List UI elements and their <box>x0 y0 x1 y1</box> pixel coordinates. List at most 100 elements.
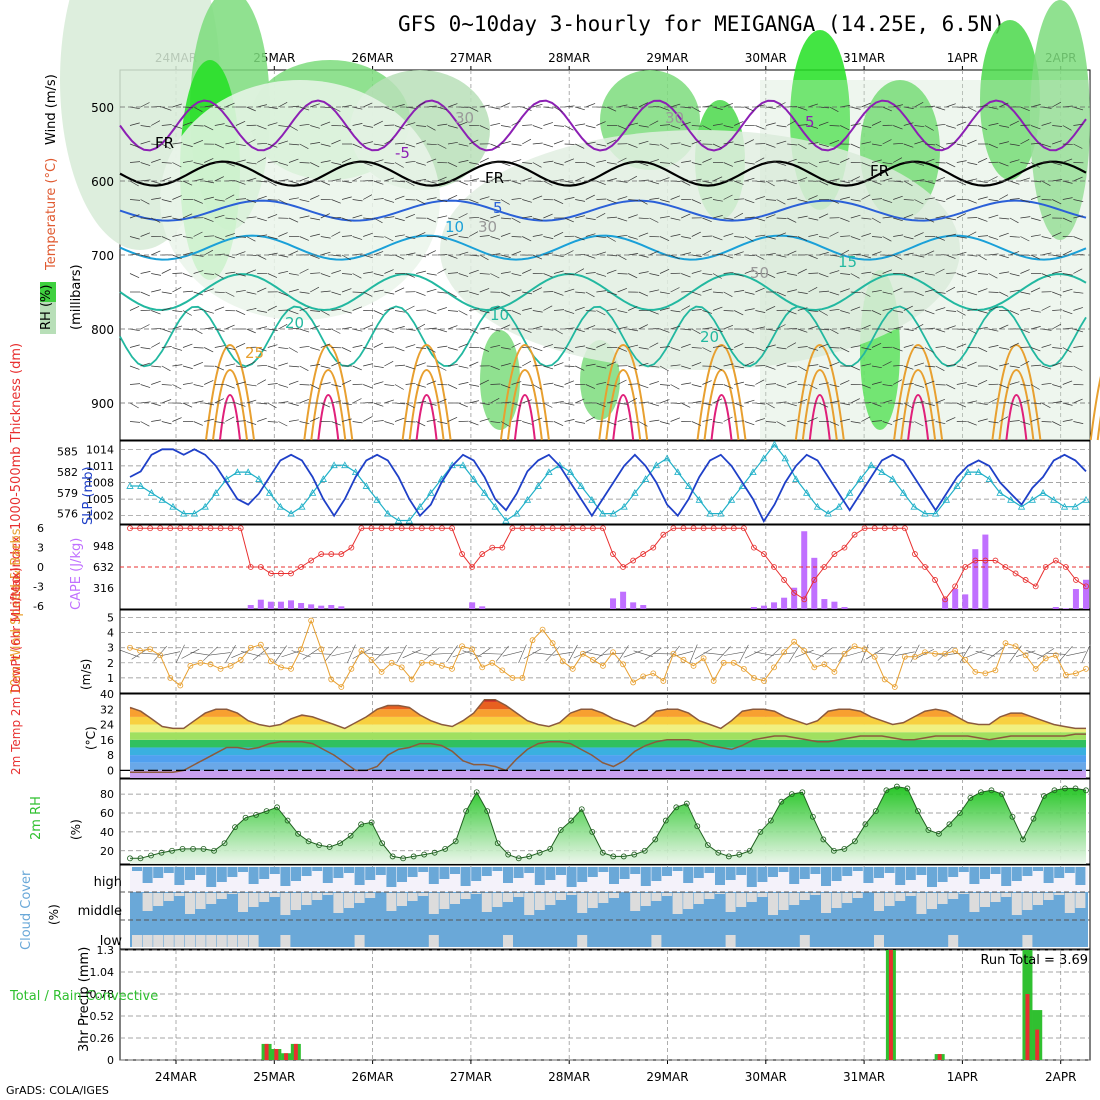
cloud-high-bar <box>990 867 1001 874</box>
rh-line-point <box>284 817 291 824</box>
wind-barb <box>575 268 585 274</box>
wind-barb <box>500 141 511 145</box>
wind-barb <box>235 310 246 316</box>
lifted-index-line-point <box>861 525 868 532</box>
wind-barb <box>596 310 606 316</box>
wind-barb <box>1009 198 1020 200</box>
wind-barb <box>394 162 404 168</box>
wind-barb <box>776 140 787 145</box>
wind-barb <box>850 306 861 311</box>
rh-line-point <box>673 804 680 811</box>
wind-barb <box>575 345 586 348</box>
wind-barb <box>914 421 924 427</box>
wind-barb <box>426 143 437 146</box>
wind-barb <box>967 384 978 387</box>
lifted-index-line-point <box>710 525 717 532</box>
temp-band <box>130 762 1086 771</box>
surface-wind-barb <box>804 650 824 657</box>
rh-line-point <box>316 842 322 849</box>
wind-barb <box>755 402 766 405</box>
wind-barb <box>278 347 289 350</box>
wind-barb <box>1009 236 1020 238</box>
wind-barb <box>129 180 139 187</box>
wind-barb <box>818 273 829 278</box>
wind-barb <box>469 421 479 426</box>
wind-barb <box>405 344 416 348</box>
wind-barb <box>606 162 617 165</box>
wind-barb <box>882 177 893 182</box>
wind-barb <box>500 199 510 205</box>
wind-barb <box>734 143 745 147</box>
wind-barb <box>617 418 628 422</box>
lifted-index-line-point <box>439 525 445 532</box>
lifted-index-line-point <box>1012 570 1019 577</box>
wind-barb <box>967 231 977 237</box>
wind-barb <box>734 159 744 163</box>
wind-barb <box>829 384 840 388</box>
wind-barb <box>818 213 829 219</box>
rh-line-point <box>683 800 690 807</box>
wind-barb <box>585 291 595 298</box>
wind-barb <box>670 234 681 237</box>
rh-line-point <box>148 852 154 859</box>
wind-barb <box>797 215 808 219</box>
wind-barb <box>797 199 808 203</box>
rh-line-point <box>1072 785 1079 792</box>
wind-barb <box>829 125 840 127</box>
wind-barb <box>575 291 586 294</box>
wind-barb <box>585 363 596 367</box>
wind-barb <box>808 286 818 293</box>
wind-barb <box>522 162 533 164</box>
rh-line-point <box>788 791 795 798</box>
wind-barb <box>288 365 300 368</box>
surface-wind-barb <box>190 651 211 656</box>
thickness-line-point <box>491 502 499 510</box>
wind-barb <box>787 402 797 407</box>
cloud-mid-bar <box>206 893 217 904</box>
wind-barb <box>129 421 141 423</box>
wind-barb <box>1041 199 1052 201</box>
contour-label: 30 <box>455 109 474 127</box>
units-rh2m: (%) <box>69 819 83 840</box>
wind-barb <box>341 402 352 406</box>
wind-barb <box>288 250 299 256</box>
wind-barb <box>543 122 554 126</box>
wind-barb <box>352 199 363 202</box>
wind-barb <box>871 420 883 422</box>
rh-shade <box>160 80 440 320</box>
surface-wind-barb <box>633 650 653 657</box>
wind-barb <box>882 236 892 242</box>
cloud-high-bar <box>704 867 715 873</box>
temp-contour-diurnal <box>598 344 649 441</box>
wind-barb <box>628 236 638 240</box>
wind-barb <box>1073 215 1084 219</box>
wind-barb <box>405 402 415 409</box>
cloud-low-bar <box>248 935 259 947</box>
wind-barb <box>140 421 150 427</box>
wind-speed-line-point <box>358 647 365 654</box>
wind-barb <box>299 162 310 164</box>
wind-barb <box>416 291 426 296</box>
temp-contour-diurnal <box>991 344 1042 441</box>
wind-barb <box>532 162 542 168</box>
wind-barb <box>140 401 151 404</box>
wind-barb <box>946 310 957 312</box>
wind-speed-line <box>129 619 1087 688</box>
wind-barb <box>458 236 469 239</box>
wind-barb <box>808 233 819 237</box>
surface-wind-barb <box>402 649 422 659</box>
wind-speed-line-point <box>630 679 637 686</box>
rh-line-point <box>757 828 764 835</box>
wind-barb <box>935 162 946 164</box>
wind-barb <box>225 162 235 167</box>
wind-barb <box>967 308 978 311</box>
wind-barb <box>967 421 977 426</box>
surface-wind-barb <box>694 648 713 660</box>
wind-barb <box>691 254 702 257</box>
temp-contour-diurnal <box>303 344 354 441</box>
wind-barb <box>320 236 331 239</box>
y-tick-label-wind: 4 <box>107 627 114 640</box>
wind-barb <box>988 291 999 293</box>
cloud-high-bar <box>789 867 800 884</box>
surface-wind-barb <box>887 646 902 662</box>
